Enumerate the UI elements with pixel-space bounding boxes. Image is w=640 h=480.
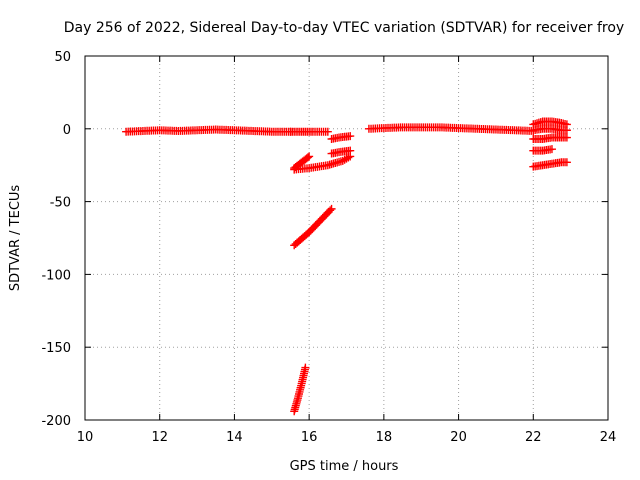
data-point xyxy=(301,363,310,372)
data-point xyxy=(305,152,314,161)
data-points xyxy=(122,117,571,416)
plot-frame xyxy=(84,55,609,421)
y-tick-label: -50 xyxy=(50,196,71,211)
data-point xyxy=(327,204,336,213)
y-tick-label: 0 xyxy=(63,123,71,138)
x-tick-label: 20 xyxy=(450,430,467,445)
data-point xyxy=(323,127,332,136)
data-point xyxy=(562,158,571,167)
data-point xyxy=(326,206,335,215)
data-point xyxy=(346,132,355,141)
x-tick-label: 16 xyxy=(301,430,318,445)
data-point xyxy=(344,153,353,162)
grid xyxy=(85,56,608,420)
data-point xyxy=(562,133,571,142)
x-tick-label: 18 xyxy=(376,430,393,445)
x-tick-label: 10 xyxy=(77,430,94,445)
y-tick-label: -150 xyxy=(41,341,71,356)
chart-title: Day 256 of 2022, Sidereal Day-to-day VTE… xyxy=(64,20,624,36)
x-tick-label: 12 xyxy=(151,430,168,445)
x-tick-label: 14 xyxy=(226,430,243,445)
ticks: 10 12 14 16 18 20 22 24 50 0 -50 -100 -150 -200 xyxy=(41,50,616,445)
data-point xyxy=(562,126,571,135)
x-tick-label: 22 xyxy=(525,430,542,445)
y-tick-label: -200 xyxy=(41,414,71,429)
data-point xyxy=(547,145,556,154)
y-tick-label: 50 xyxy=(54,50,71,65)
y-axis-label: SDTVAR / TECUs xyxy=(8,185,23,292)
x-axis-label: GPS time / hours xyxy=(290,459,399,474)
data-point xyxy=(303,153,312,162)
y-tick-label: -100 xyxy=(41,268,71,283)
data-point xyxy=(346,146,355,155)
x-tick-label: 24 xyxy=(600,430,617,445)
